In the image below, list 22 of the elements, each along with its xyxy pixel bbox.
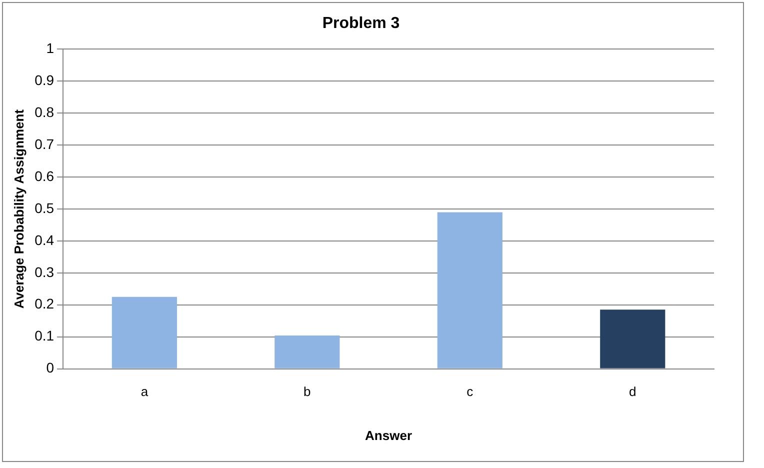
y-tick-label: 1	[46, 40, 54, 56]
y-tick-label: 0.7	[34, 136, 54, 152]
chart-title: Problem 3	[322, 15, 400, 32]
y-tick-label: 0.5	[34, 200, 54, 216]
bar	[600, 310, 666, 368]
y-tick-label: 0.1	[34, 328, 54, 344]
y-tick-label: 0.4	[34, 232, 54, 248]
y-tick-label: 0.6	[34, 168, 54, 184]
y-tick-label: 0.3	[34, 264, 54, 280]
y-axis-title: Average Probability Assignment	[11, 108, 26, 309]
x-tick-label: d	[629, 384, 636, 400]
bar	[437, 212, 502, 368]
y-tick-label: 0.8	[34, 104, 54, 120]
y-tick-label: 0.9	[34, 72, 54, 88]
bar	[112, 296, 177, 368]
x-tick-label: c	[466, 384, 474, 400]
x-tick-label: b	[304, 384, 311, 400]
x-tick-label: a	[140, 384, 149, 400]
x-axis-title: Answer	[365, 428, 412, 443]
y-tick-label: 0.2	[34, 296, 54, 312]
y-tick-label: 0	[46, 360, 54, 376]
bar	[274, 336, 340, 368]
